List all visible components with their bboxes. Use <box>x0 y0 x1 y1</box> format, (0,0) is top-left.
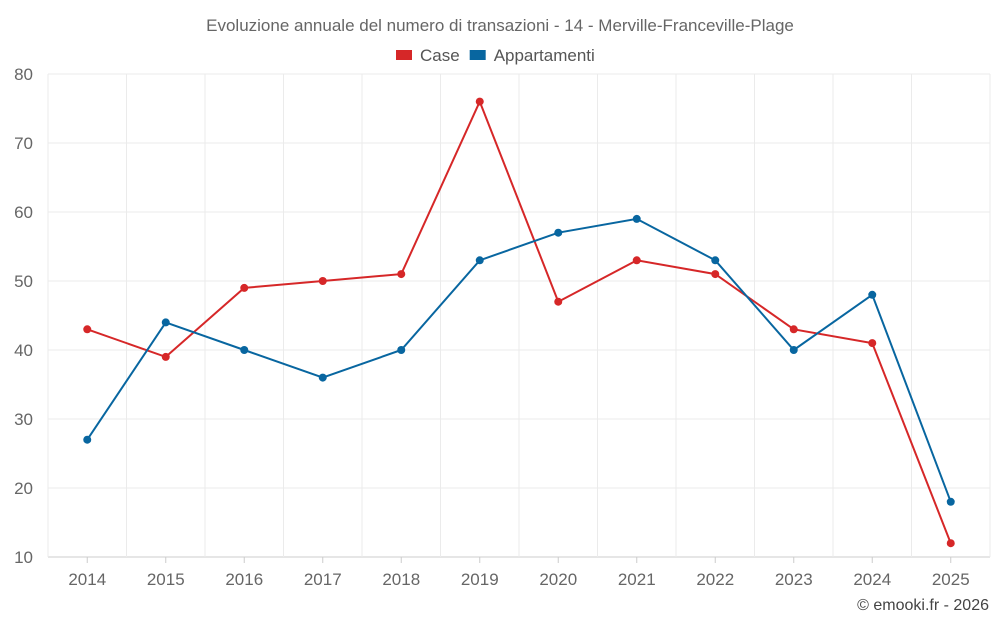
series-line <box>86 217 952 503</box>
data-point <box>161 318 170 327</box>
x-tick-label: 2014 <box>68 570 106 589</box>
x-tick-label: 2025 <box>932 570 970 589</box>
data-point <box>240 283 249 292</box>
chart-title: Evoluzione annuale del numero di transaz… <box>206 16 794 35</box>
series-group <box>83 97 955 548</box>
credit-text: © emooki.fr - 2026 <box>857 597 989 614</box>
series-appartamenti <box>83 214 955 506</box>
x-tick-label: 2015 <box>147 570 185 589</box>
series-line <box>86 99 952 544</box>
data-point <box>789 346 798 354</box>
data-point <box>318 277 327 285</box>
y-tick-label: 70 <box>14 134 33 153</box>
data-point <box>711 270 720 279</box>
y-tick-label: 30 <box>14 410 33 429</box>
data-point <box>397 346 406 354</box>
data-point <box>868 339 877 348</box>
data-point <box>789 325 798 334</box>
y-tick-label: 40 <box>14 341 33 360</box>
x-tick-label: 2023 <box>775 570 813 589</box>
y-tick-label: 80 <box>14 65 33 84</box>
x-tick-label: 2016 <box>225 570 263 589</box>
x-tick-label: 2022 <box>696 570 734 589</box>
data-point <box>554 228 563 237</box>
data-point <box>475 97 484 106</box>
data-point <box>475 256 484 265</box>
legend-swatch <box>469 50 486 60</box>
data-point <box>318 373 327 382</box>
legend-label: Case <box>420 46 460 65</box>
data-point <box>632 256 641 265</box>
data-point <box>240 346 249 354</box>
y-tick-label: 60 <box>14 203 33 222</box>
legend: Case Appartamenti <box>396 46 595 65</box>
y-tick-label: 20 <box>14 479 33 498</box>
data-point <box>83 325 92 334</box>
grid <box>47 73 991 558</box>
legend-label: Appartamenti <box>494 46 595 65</box>
data-point <box>946 497 955 506</box>
x-tick-label: 2017 <box>304 570 342 589</box>
y-tick-label: 50 <box>14 272 33 291</box>
x-tick-label: 2024 <box>853 570 891 589</box>
x-axis: 2014 2015 2016 2017 2018 2019 2020 2021 2022 2023… <box>68 557 970 589</box>
y-axis: 10 20 30 40 50 60 70 80 <box>14 65 33 567</box>
data-point <box>946 539 955 548</box>
data-point <box>554 297 563 306</box>
data-point <box>711 256 720 265</box>
data-point <box>868 290 877 299</box>
x-tick-label: 2020 <box>539 570 577 589</box>
y-tick-label: 10 <box>14 548 33 567</box>
data-point <box>397 270 406 279</box>
series-case <box>83 97 955 548</box>
data-point <box>632 214 641 223</box>
data-point <box>83 435 92 444</box>
legend-swatch <box>396 50 412 60</box>
data-point <box>161 352 170 361</box>
x-tick-label: 2018 <box>382 570 420 589</box>
x-tick-label: 2019 <box>461 570 499 589</box>
x-tick-label: 2021 <box>618 570 656 589</box>
